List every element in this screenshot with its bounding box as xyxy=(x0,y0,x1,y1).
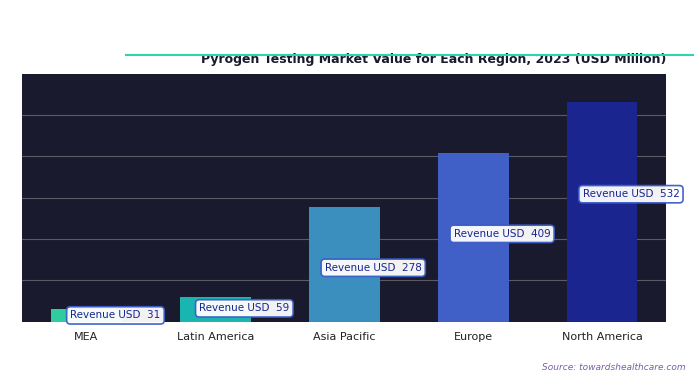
Text: Revenue USD  31: Revenue USD 31 xyxy=(70,310,160,320)
Bar xyxy=(309,207,379,322)
Text: Revenue USD  409: Revenue USD 409 xyxy=(454,229,550,239)
Bar xyxy=(180,297,251,322)
Bar xyxy=(438,153,508,322)
Text: Source: towardshealthcare.com: Source: towardshealthcare.com xyxy=(542,363,686,372)
Text: Pyrogen Testing Market Value for Each Region, 2023 (USD Million): Pyrogen Testing Market Value for Each Re… xyxy=(201,53,666,65)
Text: Revenue USD  278: Revenue USD 278 xyxy=(325,263,421,273)
Bar xyxy=(566,102,638,322)
Text: Revenue USD  59: Revenue USD 59 xyxy=(199,303,289,313)
Text: Revenue USD  532: Revenue USD 532 xyxy=(582,189,680,199)
Bar xyxy=(51,309,122,322)
